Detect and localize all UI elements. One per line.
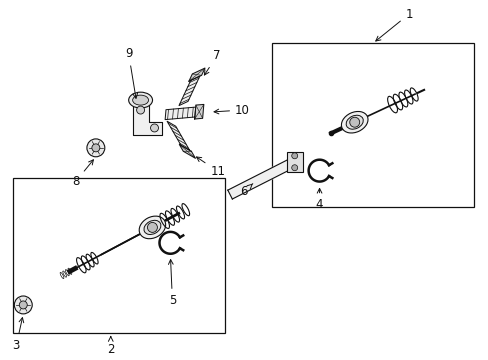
Polygon shape <box>194 104 203 119</box>
Circle shape <box>136 106 144 114</box>
Circle shape <box>14 296 32 314</box>
Ellipse shape <box>132 95 148 105</box>
Circle shape <box>92 144 100 152</box>
Text: 5: 5 <box>168 260 176 307</box>
Ellipse shape <box>139 216 165 239</box>
Bar <box>13 178 224 333</box>
Polygon shape <box>179 144 195 158</box>
Bar <box>286 152 302 172</box>
Ellipse shape <box>128 92 152 108</box>
Circle shape <box>87 139 104 157</box>
Text: 4: 4 <box>315 188 323 211</box>
Text: 7: 7 <box>204 49 220 75</box>
Text: 10: 10 <box>214 104 249 117</box>
Bar <box>271 44 473 207</box>
Ellipse shape <box>143 220 161 234</box>
Circle shape <box>150 124 158 132</box>
Text: 1: 1 <box>375 8 412 41</box>
Circle shape <box>19 301 27 309</box>
Polygon shape <box>132 100 162 135</box>
Polygon shape <box>167 121 189 150</box>
Text: 9: 9 <box>124 48 137 98</box>
Ellipse shape <box>341 112 367 133</box>
Ellipse shape <box>346 115 363 129</box>
Text: 6: 6 <box>240 184 252 198</box>
Circle shape <box>349 117 359 127</box>
Circle shape <box>147 222 157 233</box>
Polygon shape <box>165 107 195 120</box>
Text: 8: 8 <box>72 160 93 188</box>
Circle shape <box>291 153 297 159</box>
Text: 2: 2 <box>107 337 114 356</box>
Circle shape <box>291 165 297 171</box>
Text: 11: 11 <box>196 157 225 178</box>
Text: 3: 3 <box>13 318 24 352</box>
Polygon shape <box>227 157 296 199</box>
Polygon shape <box>179 76 200 105</box>
Polygon shape <box>188 68 204 81</box>
